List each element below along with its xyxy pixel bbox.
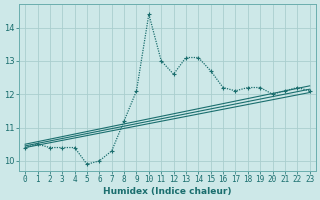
X-axis label: Humidex (Indice chaleur): Humidex (Indice chaleur) [103, 187, 232, 196]
